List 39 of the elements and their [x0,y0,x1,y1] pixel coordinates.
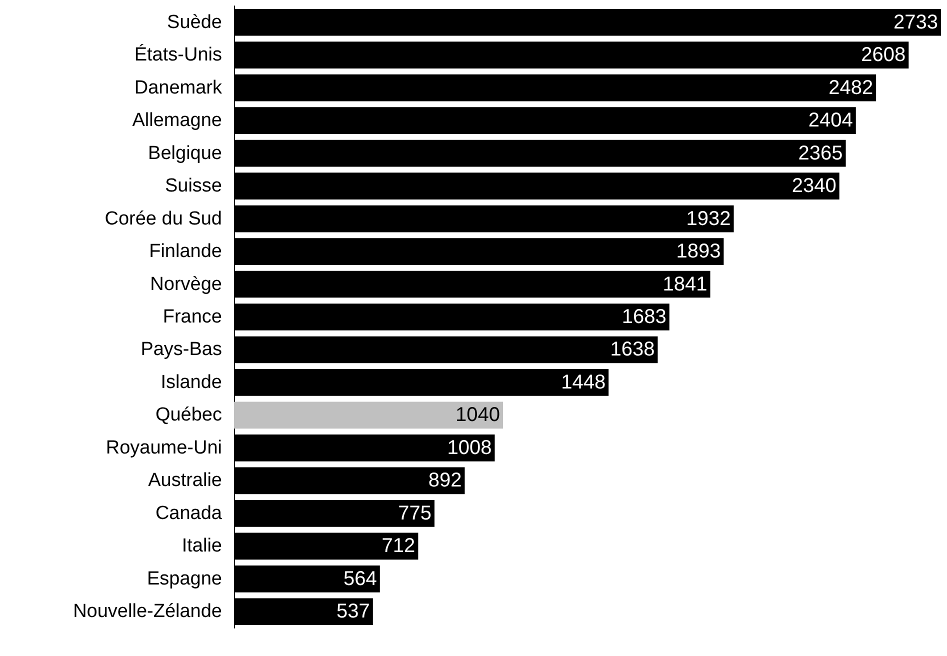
data-label: 775 [398,502,432,524]
data-label: 2340 [792,175,836,198]
y-tick-label: Danemark [134,77,222,98]
y-tick-label: Italie [182,536,222,557]
data-label: 1932 [686,208,731,230]
data-label: 1683 [622,306,666,328]
y-tick-label: Canada [155,502,222,524]
y-tick-label: Corée du Sud [104,208,222,230]
data-label: 1008 [447,436,492,459]
y-tick-label: Norvège [150,274,222,295]
data-label: 2482 [828,76,874,99]
bar [234,402,504,429]
y-tick-label: États-Unis [134,44,222,66]
data-label: 1040 [456,404,500,426]
data-label: 1638 [610,338,655,361]
y-tick-label: Nouvelle-Zélande [73,601,222,622]
y-tick-label: Royaume-Uni [106,437,222,458]
y-tick-label: France [162,306,222,328]
data-label: 892 [428,470,462,492]
y-tick-label: Suède [167,12,222,33]
data-label: 537 [336,600,370,623]
y-tick-label: Australie [148,470,222,492]
data-label: 1448 [561,371,606,394]
y-tick-label: Belgique [148,142,222,164]
data-label: 1893 [676,240,721,263]
data-label: 1841 [662,273,708,296]
y-tick-label: Islande [160,372,222,393]
y-tick-label: Allemagne [132,110,222,132]
data-label: 2733 [894,11,938,34]
y-tick-label: Espagne [146,568,222,590]
y-tick-label: Finlande [149,241,222,262]
y-tick-label: Pays-Bas [140,339,222,360]
data-label: 712 [382,535,416,558]
data-label: 2608 [861,44,906,66]
data-label: 564 [344,568,377,590]
y-tick-label: Suisse [164,176,222,197]
data-label: 2365 [798,142,843,164]
data-label: 2404 [808,110,853,132]
y-tick-label: Québec [155,404,222,426]
